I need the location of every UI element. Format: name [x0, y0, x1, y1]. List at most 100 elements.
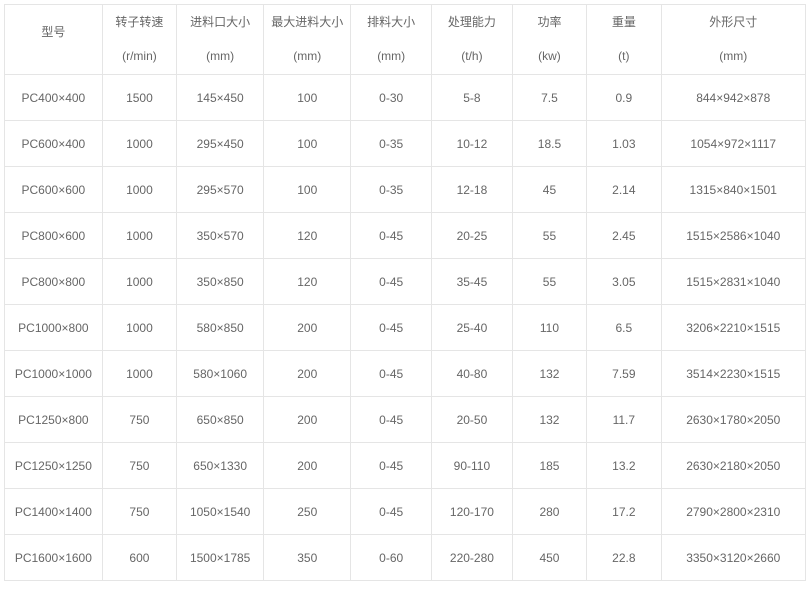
table-cell: 1000 [102, 121, 176, 167]
header-label: 外形尺寸 [709, 15, 757, 29]
table-cell: 100 [264, 167, 351, 213]
table-row: PC800×6001000350×5701200-4520-25552.4515… [5, 213, 806, 259]
table-cell: 1500 [102, 75, 176, 121]
col-header-model: 型号 [5, 5, 103, 75]
table-cell: 2.14 [587, 167, 661, 213]
table-cell: PC400×400 [5, 75, 103, 121]
table-row: PC1400×14007501050×15402500-45120-170280… [5, 489, 806, 535]
table-cell: 25-40 [432, 305, 513, 351]
header-label: 排料大小 [367, 15, 415, 29]
table-row: PC600×6001000295×5701000-3512-18452.1413… [5, 167, 806, 213]
table-cell: 200 [264, 305, 351, 351]
table-cell: 55 [512, 213, 586, 259]
table-cell: 10-12 [432, 121, 513, 167]
table-cell: 3206×2210×1515 [661, 305, 806, 351]
table-cell: 0-45 [351, 259, 432, 305]
col-header-power: 功率 (kw) [512, 5, 586, 75]
header-unit: (t) [587, 47, 660, 66]
table-cell: PC1400×1400 [5, 489, 103, 535]
table-cell: 0-45 [351, 443, 432, 489]
table-cell: 40-80 [432, 351, 513, 397]
table-cell: 1000 [102, 259, 176, 305]
table-cell: 750 [102, 397, 176, 443]
table-cell: 18.5 [512, 121, 586, 167]
table-cell: 11.7 [587, 397, 661, 443]
table-cell: PC800×600 [5, 213, 103, 259]
table-cell: 295×570 [177, 167, 264, 213]
table-cell: 650×850 [177, 397, 264, 443]
table-cell: 7.5 [512, 75, 586, 121]
table-body: PC400×4001500145×4501000-305-87.50.9844×… [5, 75, 806, 581]
table-cell: 295×450 [177, 121, 264, 167]
table-cell: 1000 [102, 351, 176, 397]
table-cell: 200 [264, 443, 351, 489]
table-cell: 450 [512, 535, 586, 581]
table-row: PC1000×10001000580×10602000-4540-801327.… [5, 351, 806, 397]
header-unit: (t/h) [432, 47, 512, 66]
table-cell: 350 [264, 535, 351, 581]
table-cell: 1000 [102, 213, 176, 259]
table-cell: 750 [102, 489, 176, 535]
table-cell: 120-170 [432, 489, 513, 535]
table-cell: 100 [264, 121, 351, 167]
table-cell: 12-18 [432, 167, 513, 213]
table-cell: 0-45 [351, 351, 432, 397]
spec-table: 型号 转子转速 (r/min) 进料口大小 (mm) 最大进料大小 (mm) 排… [4, 4, 806, 581]
table-cell: PC1000×800 [5, 305, 103, 351]
header-label: 重量 [612, 15, 636, 29]
header-unit: (kw) [513, 47, 586, 66]
table-cell: 750 [102, 443, 176, 489]
table-cell: 844×942×878 [661, 75, 806, 121]
table-row: PC1600×16006001500×17853500-60220-280450… [5, 535, 806, 581]
table-cell: 2630×1780×2050 [661, 397, 806, 443]
table-row: PC1000×8001000580×8502000-4525-401106.53… [5, 305, 806, 351]
table-cell: 350×850 [177, 259, 264, 305]
table-cell: 20-50 [432, 397, 513, 443]
col-header-dimensions: 外形尺寸 (mm) [661, 5, 806, 75]
table-cell: 650×1330 [177, 443, 264, 489]
table-cell: 0-45 [351, 489, 432, 535]
table-cell: 580×1060 [177, 351, 264, 397]
table-cell: 1.03 [587, 121, 661, 167]
table-cell: 0-30 [351, 75, 432, 121]
table-cell: 7.59 [587, 351, 661, 397]
table-cell: PC600×400 [5, 121, 103, 167]
table-row: PC800×8001000350×8501200-4535-45553.0515… [5, 259, 806, 305]
table-cell: 350×570 [177, 213, 264, 259]
table-cell: 0-45 [351, 213, 432, 259]
table-cell: 55 [512, 259, 586, 305]
table-cell: 3.05 [587, 259, 661, 305]
table-cell: 0-45 [351, 305, 432, 351]
table-cell: 280 [512, 489, 586, 535]
table-cell: 1000 [102, 305, 176, 351]
table-cell: 3514×2230×1515 [661, 351, 806, 397]
col-header-discharge: 排料大小 (mm) [351, 5, 432, 75]
table-cell: 0.9 [587, 75, 661, 121]
table-cell: 132 [512, 397, 586, 443]
header-label: 处理能力 [448, 15, 496, 29]
header-label: 进料口大小 [190, 15, 250, 29]
header-label: 转子转速 [115, 15, 163, 29]
table-cell: 0-45 [351, 397, 432, 443]
table-cell: 132 [512, 351, 586, 397]
header-unit: (mm) [662, 47, 806, 66]
header-unit: (mm) [264, 47, 350, 66]
table-cell: 580×850 [177, 305, 264, 351]
table-cell: 1515×2586×1040 [661, 213, 806, 259]
table-cell: 120 [264, 259, 351, 305]
table-cell: 600 [102, 535, 176, 581]
table-cell: 250 [264, 489, 351, 535]
table-cell: 90-110 [432, 443, 513, 489]
table-cell: 2790×2800×2310 [661, 489, 806, 535]
table-cell: 0-35 [351, 167, 432, 213]
table-cell: 145×450 [177, 75, 264, 121]
table-cell: 200 [264, 351, 351, 397]
header-label: 最大进料大小 [271, 15, 343, 29]
table-cell: 120 [264, 213, 351, 259]
table-cell: PC1000×1000 [5, 351, 103, 397]
col-header-capacity: 处理能力 (t/h) [432, 5, 513, 75]
table-cell: 220-280 [432, 535, 513, 581]
table-cell: 1315×840×1501 [661, 167, 806, 213]
table-cell: 0-35 [351, 121, 432, 167]
header-unit: (r/min) [103, 47, 176, 66]
